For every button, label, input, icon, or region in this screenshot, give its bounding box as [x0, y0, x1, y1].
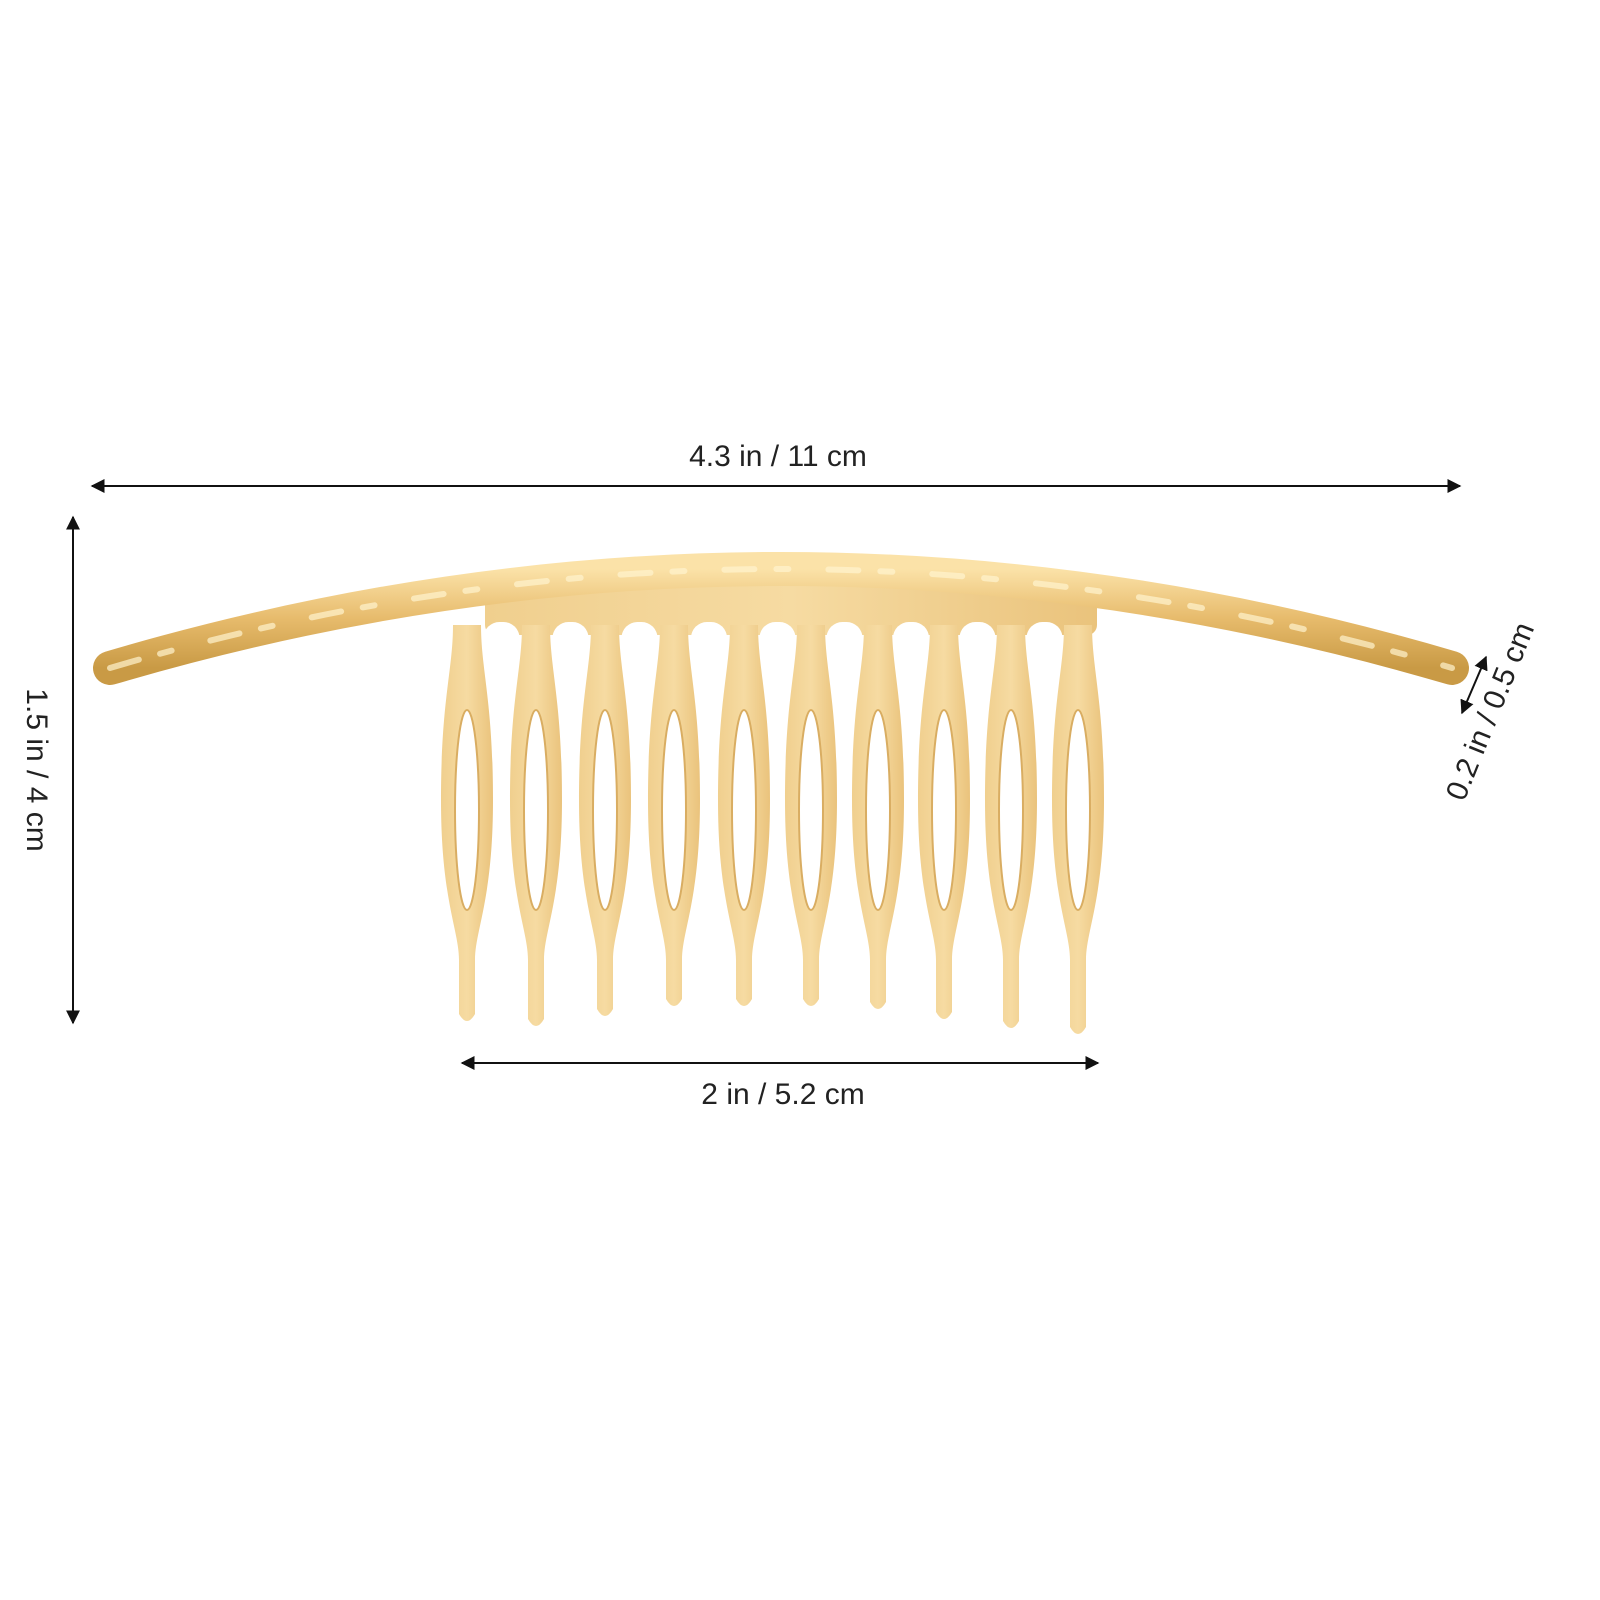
tooth-slot	[454, 709, 480, 911]
thickness-arrow	[1460, 655, 1488, 715]
tooth-slot	[998, 709, 1024, 911]
tooth-gap	[621, 622, 658, 662]
tooth-gap	[552, 622, 589, 662]
thickness-label: 0.2 in / 0.5 cm	[1440, 618, 1541, 805]
tooth-slot	[661, 709, 687, 911]
tooth-gap	[959, 622, 996, 662]
comb-width-label: 2 in / 5.2 cm	[701, 1078, 864, 1111]
tooth-gap	[826, 622, 863, 662]
width-label: 4.3 in / 11 cm	[689, 440, 867, 473]
tooth-slot	[865, 709, 891, 911]
tooth-gap	[691, 622, 727, 662]
tooth-slot	[798, 709, 824, 911]
comb	[441, 585, 1104, 1034]
tooth-gap	[893, 622, 929, 662]
tooth-gap	[1026, 622, 1063, 662]
tooth-slot	[523, 709, 549, 911]
bar-highlight	[107, 566, 1455, 671]
tooth-slot	[731, 709, 757, 911]
tooth-slot	[592, 709, 618, 911]
tooth-slot	[1065, 709, 1091, 911]
tooth-gap	[483, 622, 520, 662]
height-label: 1.5 in / 4 cm	[20, 688, 53, 851]
tooth-slot	[931, 709, 957, 911]
tooth-gap	[759, 622, 796, 662]
